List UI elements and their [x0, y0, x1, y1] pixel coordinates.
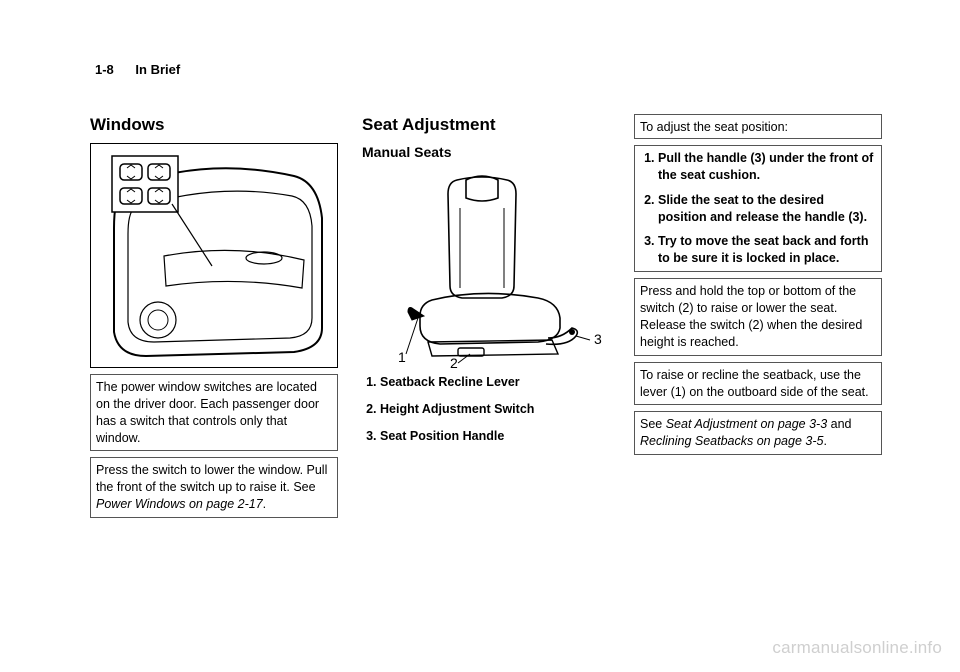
recline-text: To raise or recline the seatback, use th… — [640, 368, 869, 399]
door-panel-illustration — [94, 148, 334, 363]
recline-para: To raise or recline the seatback, use th… — [634, 362, 882, 406]
page-body: Windows — [0, 0, 960, 544]
see-refs-a: See — [640, 417, 666, 431]
seat-adjustment-title: Seat Adjustment — [362, 114, 610, 137]
windows-para-2: Press the switch to lower the window. Pu… — [90, 457, 338, 518]
page-number: 1-8 — [95, 62, 114, 77]
adjust-step-2: Slide the seat to the desired position a… — [658, 192, 876, 226]
page-header: 1-8 In Brief — [95, 62, 180, 77]
section-name: In Brief — [135, 62, 180, 77]
column-adjust-steps: To adjust the seat position: Pull the ha… — [634, 114, 882, 524]
windows-para-2a: Press the switch to lower the window. Pu… — [96, 463, 327, 494]
see-refs-i2: Reclining Seatbacks on page 3-5 — [640, 434, 823, 448]
legend-item-1: Seatback Recline Lever — [380, 374, 610, 391]
see-refs-para: See Seat Adjustment on page 3-3 and Recl… — [634, 411, 882, 455]
see-refs-i1: Seat Adjustment on page 3-3 — [666, 417, 827, 431]
see-refs-c: . — [823, 434, 826, 448]
adjust-step-1: Pull the handle (3) under the front of t… — [658, 150, 876, 184]
manual-seats-subtitle: Manual Seats — [362, 143, 610, 162]
windows-title: Windows — [90, 114, 338, 137]
see-refs-b: and — [827, 417, 851, 431]
columns: Windows — [90, 114, 900, 524]
seat-figure: 1 2 3 — [362, 168, 610, 368]
legend-item-2: Height Adjustment Switch — [380, 401, 610, 418]
height-switch-para: Press and hold the top or bottom of the … — [634, 278, 882, 356]
window-figure — [90, 143, 338, 368]
adjust-intro-text: To adjust the seat position: — [640, 120, 788, 134]
adjust-steps-box: Pull the handle (3) under the front of t… — [634, 145, 882, 272]
windows-para-2b: . — [263, 497, 266, 511]
column-windows: Windows — [90, 114, 338, 524]
seat-illustration: 1 2 3 — [362, 168, 610, 368]
adjust-intro: To adjust the seat position: — [634, 114, 882, 139]
height-switch-text: Press and hold the top or bottom of the … — [640, 284, 862, 349]
windows-para-1-text: The power window switches are located on… — [96, 380, 319, 445]
seat-legend: Seatback Recline Lever Height Adjustment… — [380, 374, 610, 445]
seat-label-3: 3 — [594, 331, 602, 347]
seat-label-2: 2 — [450, 355, 458, 368]
seat-label-1: 1 — [398, 349, 406, 365]
adjust-steps: Pull the handle (3) under the front of t… — [658, 150, 876, 267]
windows-para-1: The power window switches are located on… — [90, 374, 338, 452]
legend-item-3: Seat Position Handle — [380, 428, 610, 445]
column-seat-adjustment: Seat Adjustment Manual Seats — [362, 114, 610, 524]
windows-para-2-ref: Power Windows on page 2-17 — [96, 497, 263, 511]
footer-watermark: carmanualsonline.info — [772, 638, 942, 658]
adjust-step-3: Try to move the seat back and forth to b… — [658, 233, 876, 267]
